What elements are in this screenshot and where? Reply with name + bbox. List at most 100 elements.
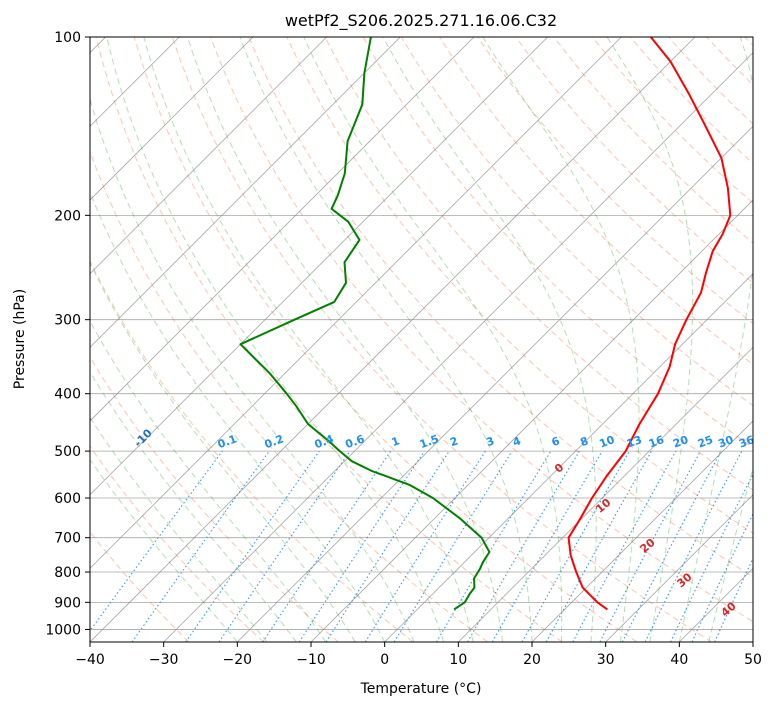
dry-adiabat-line [706,37,753,86]
dry-adiabat-line [90,259,414,642]
dry-adiabat-line [210,37,753,623]
dewpoint-profile [239,37,491,611]
moist-adiabat-line [90,320,327,642]
mixing-ratio-label: 20 [671,433,690,451]
moist-adiabat-line [90,458,238,642]
x-tick-label: 20 [523,652,541,668]
x-tick-label: 50 [744,652,762,668]
moist-adiabat-label: 10 [593,496,613,516]
mixing-ratio-label: 10 [598,433,617,451]
mixing-ratio-line [467,450,580,642]
mixing-ratio-line [545,450,653,642]
mixing-ratio-label: 3 [484,434,496,449]
isotherm-line [679,567,753,642]
moist-adiabat-label: 20 [638,536,658,556]
plot-frame [89,36,754,643]
moist-adiabat-line [143,37,474,642]
isotherm-line [90,37,254,201]
x-axis-label: Temperature (°C) [360,681,482,697]
mixing-ratio-label: 13 [625,433,644,450]
mixing-ratio-label: 0.6 [344,432,367,451]
moist-adiabat-line [90,97,415,642]
dry-adiabat-line [286,37,753,534]
moist-adiabat-line [187,37,503,642]
mixing-ratio-label: 0.2 [263,432,286,451]
moist-adiabat-label: 0 [552,461,566,476]
x-tick-label: 30 [597,652,615,668]
mixing-ratio-label: 6 [550,434,562,449]
y-tick-label: 500 [54,444,81,460]
isotherm-line [163,52,753,642]
dry-adiabat-line [90,150,488,642]
moist-adiabat-label: 30 [674,570,694,590]
dry-adiabat-label: -10 [132,426,155,449]
moist-adiabat-line [303,37,563,642]
x-tick-label: 10 [449,652,467,668]
mixing-ratio-label: 2 [448,434,460,449]
mixing-ratio-line [298,450,425,642]
y-tick-label: 1000 [45,622,81,638]
isotherm-line [384,273,753,642]
isotherm-line [458,346,753,642]
y-tick-label: 700 [54,531,81,547]
dry-adiabat-line [668,37,753,125]
moist-adiabat-line [90,190,386,642]
y-tick-label: 400 [54,387,81,403]
mixing-ratio-line [521,450,630,642]
isotherm-line [90,37,548,496]
moist-adiabat-line [482,37,640,642]
dry-adiabat-line [90,356,339,642]
temperature-profile [567,37,732,611]
moist-adiabat-line [106,37,445,642]
y-tick-label: 300 [54,313,81,329]
isotherm-line [90,37,622,569]
moist-adiabat-line [678,37,753,642]
dry-adiabat-line [553,37,753,244]
mixing-ratio-line [185,450,320,642]
dry-adiabat-line [171,37,712,642]
mixing-ratio-label: 0.4 [313,432,336,451]
isotherm-line [90,37,696,642]
mixing-ratio-line [262,450,392,642]
isotherm-line [752,641,753,642]
mixing-ratio-label: 0.1 [216,432,239,451]
mixing-ratio-line [644,450,743,642]
mixing-ratio-label: 4 [511,434,523,449]
moist-adiabat-line [239,37,533,642]
chart-title: wetPf2_S206.2025.271.16.06.C32 [285,11,557,31]
isotherm-line [90,37,327,275]
x-tick-label: −40 [75,652,105,668]
x-tick-label: 40 [670,652,688,668]
x-tick-label: 0 [380,652,389,668]
mixing-ratio-line [218,450,351,642]
mixing-ratio-label: 1 [390,434,402,449]
mixing-ratio-line [325,450,450,642]
moist-adiabat-line [708,465,753,642]
isotherm-line [310,199,753,642]
moist-adiabat-line [90,370,297,642]
dry-adiabat-line [90,531,190,642]
mixing-ratio-label: 36 [737,433,756,451]
dry-adiabat-line [90,445,264,642]
moist-adiabat-line [90,416,268,642]
mixing-ratio-line [670,473,753,642]
isotherm-line [90,37,475,422]
mixing-ratio-label: 16 [647,433,666,451]
dry-adiabat-line [515,37,753,284]
dry-adiabat-line [591,37,753,204]
dry-adiabat-line [248,37,753,578]
x-tick-label: −20 [223,652,253,668]
mixing-ratio-line [393,450,513,642]
mixing-ratio-label: 8 [578,434,590,449]
x-tick-label: −30 [149,652,179,668]
moist-adiabat-line [606,37,694,642]
y-tick-label: 900 [54,595,81,611]
y-tick-label: 200 [54,208,81,224]
mixing-ratio-line [90,450,223,632]
mixing-ratio-label: 30 [716,433,735,451]
y-axis-label: Pressure (hPa) [12,289,28,389]
dry-adiabat-line [324,37,753,491]
dry-adiabat-line [95,37,563,642]
y-tick-label: 600 [54,491,81,507]
